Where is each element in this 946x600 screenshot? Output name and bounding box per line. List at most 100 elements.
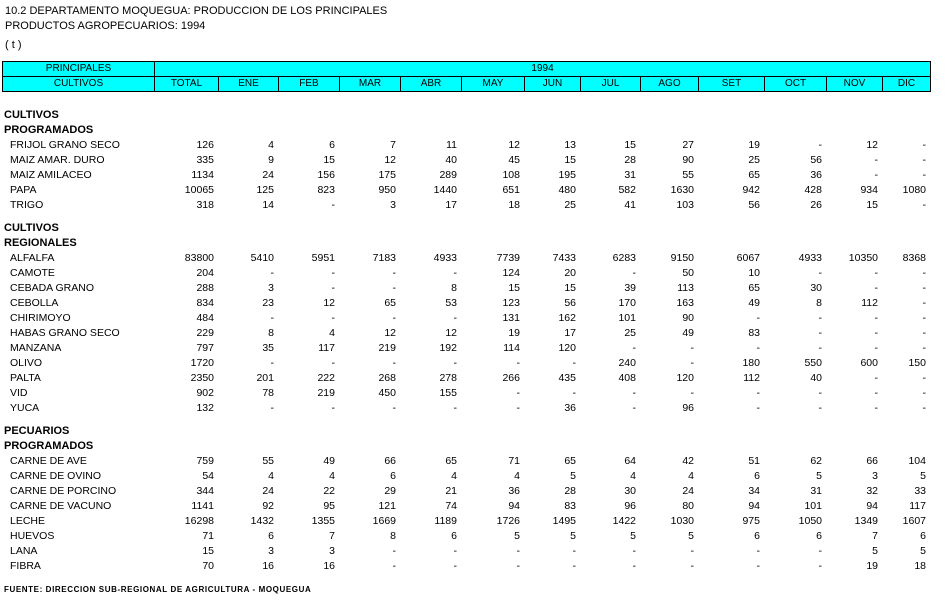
cell-value: - bbox=[818, 139, 823, 151]
cell-value: 56 bbox=[748, 199, 760, 211]
cell-value: 16 bbox=[323, 560, 335, 572]
cell-value: 14 bbox=[262, 199, 274, 211]
cell-value: 1630 bbox=[670, 184, 694, 196]
cell-value: - bbox=[818, 560, 823, 572]
cell-value: 126 bbox=[196, 139, 214, 151]
column-header: MAR bbox=[339, 76, 401, 92]
cell-value: 24 bbox=[682, 485, 694, 497]
cell-value: 15 bbox=[866, 199, 878, 211]
cell-value: - bbox=[756, 560, 761, 572]
cell-value: 195 bbox=[558, 169, 576, 181]
cell-value: 56 bbox=[810, 154, 822, 166]
cell-value: 18 bbox=[914, 560, 926, 572]
header-year: 1994 bbox=[153, 61, 932, 77]
cell-value: 15 bbox=[624, 139, 636, 151]
cell-value: - bbox=[392, 282, 397, 294]
cell-value: 6 bbox=[451, 530, 457, 542]
cell-value: 94 bbox=[866, 500, 878, 512]
cell-value: 25 bbox=[748, 154, 760, 166]
cell-value: 6 bbox=[390, 470, 396, 482]
cell-value: 29 bbox=[384, 485, 396, 497]
cell-value: 1050 bbox=[798, 515, 822, 527]
cell-value: 121 bbox=[378, 500, 396, 512]
cell-value: 80 bbox=[682, 500, 694, 512]
cell-value: 83 bbox=[748, 327, 760, 339]
cell-value: - bbox=[516, 545, 521, 557]
data-table: CULTIVOS PROGRAMADOS FRIJOL GRANO SECO 126 4… bbox=[2, 106, 930, 574]
cell-value: 162 bbox=[558, 312, 576, 324]
table-row: CARNE DE VACUNO 1141 92 95 121 74 94 83 96 80 94 10… bbox=[2, 499, 930, 514]
cell-value: - bbox=[632, 267, 637, 279]
cell-value: 219 bbox=[317, 387, 335, 399]
cell-value: - bbox=[331, 312, 336, 324]
cell-value: 55 bbox=[262, 455, 274, 467]
cell-value: - bbox=[818, 327, 823, 339]
cell-value: 8 bbox=[816, 297, 822, 309]
cell-value: 94 bbox=[508, 500, 520, 512]
cell-value: 5 bbox=[816, 470, 822, 482]
cell-value: 3 bbox=[268, 545, 274, 557]
cell-value: 21 bbox=[445, 485, 457, 497]
cell-value: - bbox=[270, 312, 275, 324]
cell-value: - bbox=[453, 357, 458, 369]
cell-value: 8 bbox=[390, 530, 396, 542]
cell-value: - bbox=[818, 402, 823, 414]
cell-value: - bbox=[690, 387, 695, 399]
table-row: MANZANA 797 35 117 219 192 114 120 - - - - - - bbox=[2, 341, 930, 356]
cell-value: - bbox=[392, 267, 397, 279]
cell-value: 175 bbox=[378, 169, 396, 181]
cell-value: 30 bbox=[810, 282, 822, 294]
cell-value: 7433 bbox=[552, 252, 576, 264]
table-row: CARNE DE PORCINO 344 24 22 29 21 36 28 30 24 34 31 3… bbox=[2, 484, 930, 499]
product-name: CEBOLLA bbox=[10, 297, 59, 309]
cell-value: - bbox=[331, 267, 336, 279]
cell-value: 30 bbox=[624, 485, 636, 497]
cell-value: 65 bbox=[445, 455, 457, 467]
table-row: CARNE DE AVE 759 55 49 66 65 71 65 64 42 51 62 66 104 bbox=[2, 454, 930, 469]
cell-value: 797 bbox=[196, 342, 214, 354]
cell-value: 11 bbox=[446, 139, 457, 151]
cell-value: 8 bbox=[451, 282, 457, 294]
cell-value: 64 bbox=[624, 455, 636, 467]
cell-value: 10350 bbox=[848, 252, 878, 264]
cell-value: 428 bbox=[804, 184, 822, 196]
cell-value: - bbox=[632, 402, 637, 414]
cell-value: 95 bbox=[323, 500, 335, 512]
column-header: SET bbox=[698, 76, 765, 92]
cell-value: 71 bbox=[508, 455, 520, 467]
cell-value: 45 bbox=[508, 154, 520, 166]
product-name: MANZANA bbox=[10, 342, 62, 354]
cell-value: - bbox=[818, 342, 823, 354]
cell-value: - bbox=[453, 267, 458, 279]
cell-value: 1030 bbox=[670, 515, 694, 527]
cell-value: 12 bbox=[866, 139, 878, 151]
cell-value: 1495 bbox=[552, 515, 576, 527]
cell-value: - bbox=[922, 267, 927, 279]
cell-value: 4 bbox=[329, 327, 335, 339]
cell-value: - bbox=[392, 545, 397, 557]
table-row: CEBADA GRANO 288 3 - - 8 15 15 39 113 65 30 - - bbox=[2, 281, 930, 296]
cell-value: 204 bbox=[196, 267, 214, 279]
cell-value: 5 bbox=[570, 470, 576, 482]
cell-value: 318 bbox=[196, 199, 214, 211]
cell-value: 550 bbox=[804, 357, 822, 369]
cell-value: 108 bbox=[502, 169, 520, 181]
cell-value: 950 bbox=[378, 184, 396, 196]
cell-value: 5 bbox=[514, 530, 520, 542]
cell-value: 4 bbox=[451, 470, 457, 482]
cell-value: 36 bbox=[564, 402, 576, 414]
table-row: CEBOLLA 834 23 12 65 53 123 56 170 163 49 8 112 - bbox=[2, 296, 930, 311]
cell-value: - bbox=[331, 402, 336, 414]
cell-value: - bbox=[632, 560, 637, 572]
cell-value: 278 bbox=[439, 372, 457, 384]
cell-value: 155 bbox=[439, 387, 457, 399]
cell-value: 117 bbox=[318, 342, 335, 354]
cell-value: 6067 bbox=[736, 252, 760, 264]
table-row: HABAS GRANO SECO 229 8 4 12 12 19 17 25 49 83 - - - bbox=[2, 326, 930, 341]
table-row: FIBRA 70 16 16 - - - - - - - - 19 18 bbox=[2, 559, 930, 574]
product-name: VID bbox=[10, 387, 28, 399]
cell-value: 289 bbox=[439, 169, 457, 181]
cell-value: 5 bbox=[570, 530, 576, 542]
cell-value: - bbox=[756, 387, 761, 399]
cell-value: 229 bbox=[196, 327, 214, 339]
